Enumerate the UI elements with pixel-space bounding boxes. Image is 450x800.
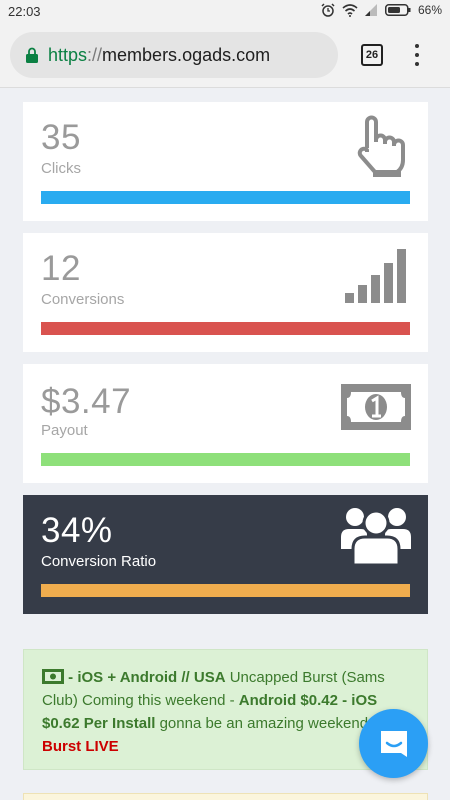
payout-progress-bar [41, 453, 410, 466]
announcement-line-3: $0.62 Per Install gonna be an amazing we… [42, 715, 369, 732]
conversions-label: Conversions [41, 291, 125, 308]
tab-switcher-button[interactable]: 26 [361, 44, 383, 66]
chat-button[interactable] [359, 709, 428, 778]
announcement-line-1: - iOS + Android // USA Uncapped Burst (S… [42, 666, 409, 689]
announcement-line-4: Burst LIVE [42, 735, 409, 758]
address-bar[interactable]: https://members.ogads.com [10, 32, 338, 78]
url-text: https://members.ogads.com [48, 45, 270, 66]
url-separator: :// [87, 44, 103, 65]
payout-card: $3.47 Payout [23, 364, 428, 483]
conversion-ratio-value: 34% [41, 511, 113, 550]
money-bill-icon [341, 384, 411, 430]
payout-label: Payout [41, 422, 88, 439]
announcement-payout-android: Android $0.42 - iOS [238, 692, 378, 709]
announcement-title: Uncapped Burst (Sams [225, 669, 385, 686]
clicks-label: Clicks [41, 160, 81, 177]
announcement-line-2: Club) Coming this weekend - Android $0.4… [42, 692, 378, 709]
browser-toolbar: https://members.ogads.com 26 [0, 24, 450, 88]
announcement-geo: - iOS + Android // USA [68, 669, 226, 686]
conversion-ratio-label: Conversion Ratio [41, 553, 157, 570]
burst-live-label: Burst LIVE [42, 738, 119, 755]
alarm-icon [321, 3, 335, 17]
battery-percent: 66% [417, 3, 442, 17]
conversion-ratio-progress-bar [41, 584, 410, 597]
conversions-value: 12 [41, 249, 81, 288]
status-time: 22:03 [8, 4, 41, 19]
clicks-progress-bar [41, 191, 410, 204]
conversions-progress-bar [41, 322, 410, 335]
status-bar: 22:03 66% [0, 0, 450, 24]
next-notice-card [23, 793, 428, 800]
url-host: members.ogads.com [102, 44, 271, 65]
money-icon [42, 669, 64, 684]
tab-count: 26 [365, 49, 379, 61]
wifi-icon [342, 3, 358, 17]
payout-value: $3.47 [41, 382, 132, 421]
conversion-ratio-card: 34% Conversion Ratio [23, 495, 428, 614]
status-icons: 66% [321, 3, 442, 17]
more-menu-icon[interactable] [410, 40, 424, 70]
conversions-card: 12 Conversions [23, 233, 428, 352]
hand-pointer-icon [357, 115, 405, 177]
clicks-value: 35 [41, 118, 81, 157]
announcement-payout-ios: $0.62 Per Install [42, 715, 156, 732]
users-group-icon [341, 508, 411, 567]
chat-icon [380, 730, 407, 757]
url-scheme: https [48, 44, 88, 65]
signal-icon [364, 4, 377, 16]
battery-icon [384, 4, 411, 16]
clicks-card: 35 Clicks [23, 102, 428, 221]
lock-icon [26, 47, 38, 63]
signal-bars-icon [345, 249, 406, 303]
